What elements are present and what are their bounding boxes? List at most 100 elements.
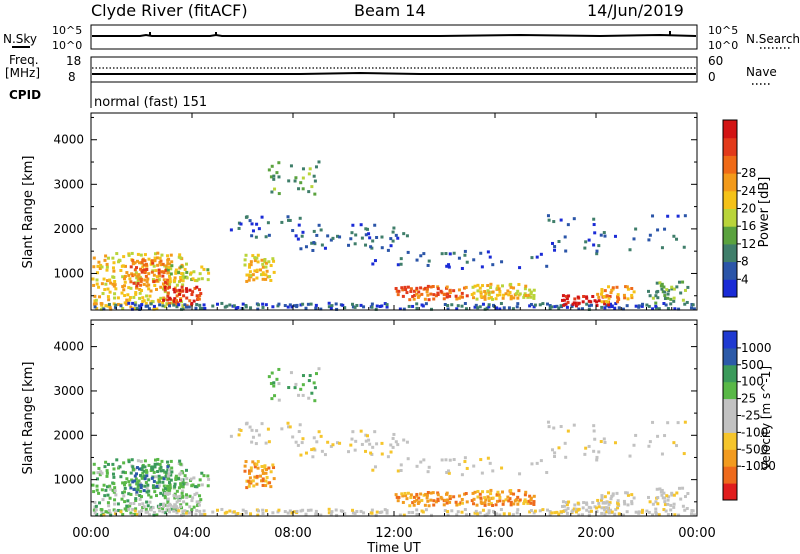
velocity-cell: [107, 508, 111, 512]
velocity-cell: [129, 492, 133, 496]
power-cell: [185, 287, 189, 291]
velocity-cell: [512, 502, 516, 506]
velocity-cell: [572, 423, 576, 427]
velocity-cell: [486, 490, 490, 494]
power-cell: [106, 279, 110, 283]
velocity-cell: [609, 508, 613, 512]
velocity-cell: [215, 508, 219, 512]
velocity-cell: [626, 493, 630, 497]
velocity-cell: [509, 500, 513, 504]
velocity-cell: [179, 484, 183, 488]
power-cell: [626, 287, 630, 291]
velocity-cell: [412, 503, 416, 507]
power-cell: [597, 299, 601, 303]
power-cell: [485, 306, 489, 310]
velocity-cell: [164, 472, 168, 476]
power-cell: [178, 292, 182, 296]
velocity-cell: [108, 496, 112, 500]
power-cell: [411, 304, 415, 308]
velocity-cell: [275, 377, 279, 381]
power-cell: [255, 256, 259, 260]
velocity-cell: [155, 484, 159, 488]
power-cell: [306, 302, 310, 306]
power-cell: [247, 278, 251, 282]
power-cell: [413, 293, 417, 297]
velocity-cell: [190, 508, 194, 512]
power-cell: [443, 292, 447, 296]
power-cell: [351, 305, 355, 309]
velocity-cell: [159, 469, 163, 473]
power-cell: [155, 256, 159, 260]
velocity-cell: [483, 501, 487, 505]
velocity-cell: [166, 484, 170, 488]
power-cell: [632, 290, 636, 294]
power-cell: [561, 294, 565, 298]
velocity-cell: [517, 489, 521, 493]
power-cell: [146, 304, 150, 308]
power-cell: [479, 251, 483, 255]
power-cell: [552, 220, 556, 224]
power-cell: [178, 298, 182, 302]
velocity-cell: [535, 461, 539, 465]
power-cell: [412, 289, 416, 293]
velocity-cell: [666, 498, 670, 502]
power-cell: [167, 265, 171, 269]
power-cell: [400, 286, 404, 290]
power-cell: [247, 265, 251, 269]
power-cell: [487, 303, 491, 307]
colorbar-tick-label: -100: [741, 425, 768, 439]
power-cell: [263, 258, 267, 262]
velocity-cell: [113, 511, 117, 515]
velocity-cell: [347, 450, 351, 454]
power-cell: [119, 304, 123, 308]
power-cell: [127, 273, 131, 277]
power-cell: [123, 277, 127, 281]
velocity-cell: [409, 496, 413, 500]
velocity-cell: [135, 482, 139, 486]
velocity-cell: [362, 511, 366, 515]
velocity-cell: [203, 512, 207, 516]
power-cell: [429, 285, 433, 289]
power-cell: [335, 307, 339, 311]
velocity-cell: [92, 462, 96, 466]
power-cell: [489, 285, 493, 289]
power-cell: [370, 305, 374, 309]
power-cell: [96, 264, 100, 268]
velocity-cell: [500, 490, 504, 494]
power-cell: [168, 274, 172, 278]
velocity-cell: [354, 439, 358, 443]
velocity-cell: [128, 502, 132, 506]
velocity-cell: [621, 513, 625, 517]
velocity-cell: [155, 481, 159, 485]
velocity-cell: [99, 513, 103, 517]
power-cell: [565, 297, 569, 301]
power-cell: [116, 296, 120, 300]
colorbar-segment: [723, 432, 737, 450]
velocity-cell: [128, 504, 132, 508]
power-cell: [497, 287, 501, 291]
velocity-cell: [247, 471, 251, 475]
power-cell: [409, 289, 413, 293]
velocity-cell: [478, 511, 482, 515]
velocity-cell: [373, 465, 377, 469]
velocity-cell: [134, 477, 138, 481]
velocity-cell: [254, 442, 258, 446]
velocity-cell: [170, 470, 174, 474]
velocity-cell: [634, 433, 638, 437]
power-cell: [225, 304, 229, 308]
power-cell: [672, 296, 676, 300]
power-cell: [498, 307, 502, 311]
power-cell: [129, 265, 133, 269]
velocity-cell: [256, 509, 260, 513]
velocity-cell: [255, 429, 259, 433]
power-cell: [370, 302, 374, 306]
power-cell: [162, 298, 166, 302]
power-cell: [329, 306, 333, 310]
power-cell: [473, 305, 477, 309]
power-cell: [97, 260, 101, 264]
power-cell: [499, 301, 503, 305]
velocity-cell: [103, 494, 107, 498]
power-cell: [484, 292, 488, 296]
power-cell: [396, 293, 400, 297]
velocity-cell: [487, 511, 491, 515]
